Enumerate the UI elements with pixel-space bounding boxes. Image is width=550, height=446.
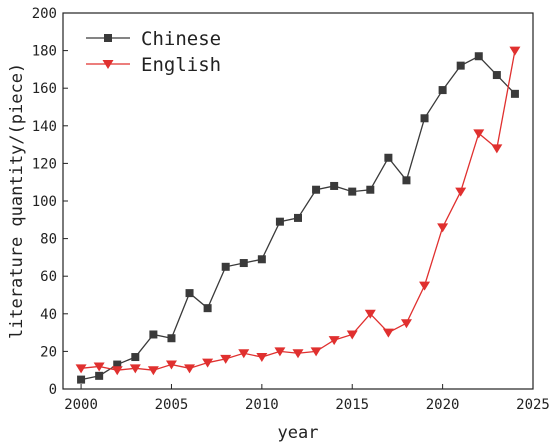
x-tick-label: 2020: [426, 397, 460, 413]
data-point-chinese: [275, 217, 284, 226]
legend-item-chinese: Chinese: [86, 28, 221, 50]
data-point-chinese: [510, 89, 519, 98]
data-point-chinese: [312, 185, 321, 194]
y-tick-label: 180: [32, 44, 57, 60]
data-point-chinese: [203, 304, 212, 313]
legend-marker: [104, 34, 112, 42]
x-tick-label: 2010: [245, 397, 279, 413]
data-point-english: [382, 328, 394, 338]
data-point-english: [346, 330, 358, 340]
data-point-chinese: [221, 262, 230, 271]
data-point-chinese: [330, 181, 339, 190]
data-point-english: [202, 358, 214, 368]
data-point-english: [400, 319, 412, 329]
data-point-chinese: [95, 371, 104, 380]
y-axis-label: literature quantity/(piece): [7, 63, 27, 339]
y-axis: 0 20 40 60 80 100 120 140 160 180 200: [32, 6, 68, 398]
data-point-english: [310, 347, 322, 357]
x-axis-label: year: [278, 423, 319, 443]
data-point-english: [419, 281, 431, 291]
y-tick-label: 160: [32, 81, 57, 97]
y-tick-label: 0: [49, 382, 57, 398]
data-point-english: [238, 349, 250, 359]
y-tick-label: 60: [40, 269, 57, 285]
data-point-chinese: [456, 61, 465, 70]
data-point-english: [455, 187, 467, 197]
data-point-chinese: [492, 71, 501, 80]
x-tick-label: 2025: [516, 397, 550, 413]
data-point-chinese: [384, 153, 393, 162]
data-point-chinese: [348, 187, 357, 196]
data-point-chinese: [149, 330, 158, 339]
x-tick-label: 2005: [155, 397, 189, 413]
data-point-english: [328, 336, 340, 346]
data-point-english: [292, 349, 304, 359]
y-tick-label: 20: [40, 344, 57, 360]
data-point-chinese: [294, 213, 302, 222]
series-line-english: [81, 50, 516, 371]
data-point-english: [256, 353, 268, 363]
data-point-chinese: [257, 255, 266, 264]
data-point-chinese: [185, 289, 194, 298]
legend-item-english: English: [86, 54, 221, 76]
y-tick-label: 200: [32, 6, 57, 22]
data-point-english: [75, 364, 87, 374]
data-point-chinese: [77, 375, 86, 384]
x-tick-label: 2015: [335, 397, 369, 413]
data-point-chinese: [167, 334, 176, 343]
data-point-chinese: [366, 185, 375, 194]
data-point-chinese: [438, 86, 447, 95]
legend-label: English: [141, 54, 221, 76]
data-point-english: [129, 364, 141, 374]
series-english: [75, 46, 521, 376]
y-tick-label: 140: [32, 119, 57, 135]
legend-label: Chinese: [141, 28, 221, 50]
x-tick-label: 2000: [64, 397, 98, 413]
y-tick-label: 40: [40, 307, 57, 323]
data-point-english: [364, 309, 376, 319]
legend-marker: [102, 60, 114, 69]
data-point-english: [165, 360, 177, 370]
legend: Chinese English: [86, 28, 221, 76]
x-axis: 2000 2005 2010 2015 2020 2025: [64, 384, 550, 413]
data-point-english: [220, 354, 232, 364]
data-point-english: [93, 362, 105, 372]
y-tick-label: 80: [40, 232, 57, 248]
data-point-chinese: [113, 360, 122, 369]
data-point-chinese: [239, 259, 248, 268]
data-point-english: [111, 366, 123, 376]
data-point-chinese: [474, 52, 483, 61]
data-point-english: [473, 129, 485, 139]
data-point-english: [491, 144, 503, 154]
data-point-english: [437, 223, 449, 233]
data-point-english: [184, 364, 196, 374]
data-point-english: [274, 347, 286, 357]
y-tick-label: 100: [32, 194, 57, 210]
y-tick-label: 120: [32, 156, 57, 172]
data-point-chinese: [402, 176, 411, 185]
series-layer: [75, 46, 521, 384]
data-point-english: [509, 46, 521, 56]
series-chinese: [77, 52, 519, 384]
data-point-english: [147, 366, 159, 376]
data-point-chinese: [131, 353, 140, 362]
data-point-chinese: [420, 114, 429, 123]
